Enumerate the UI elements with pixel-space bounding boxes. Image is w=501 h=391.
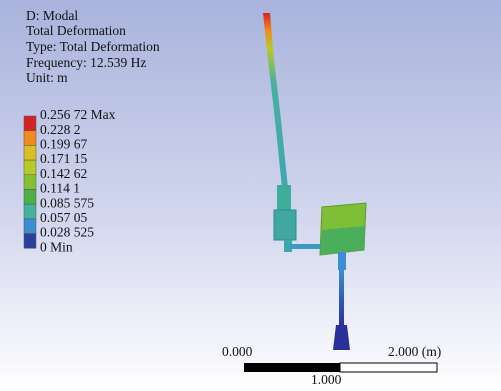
legend-label: 0.028 525 [40, 225, 94, 240]
legend-swatch [24, 160, 36, 175]
scale-label: 1.000 [311, 372, 342, 387]
legend-label: 0.085 575 [40, 195, 94, 210]
legend-swatch [24, 145, 36, 160]
legend-label: 0.114 1 [40, 181, 80, 196]
legend-swatch [24, 116, 36, 131]
header-line: Frequency: 12.539 Hz [26, 55, 146, 70]
legend-label: 0.228 2 [40, 122, 81, 137]
header-line: D: Modal [26, 8, 78, 23]
legend-swatch [24, 131, 36, 146]
legend-label: 0.142 62 [40, 166, 87, 181]
legend-swatch [24, 190, 36, 205]
legend-label: 0.171 15 [40, 151, 88, 166]
legend-swatch [24, 219, 36, 234]
legend-label: 0.057 05 [40, 210, 88, 225]
legend-swatch [24, 204, 36, 219]
scene: D: Modal Total Deformation Type: Total D… [0, 0, 501, 391]
header-line: Type: Total Deformation [26, 39, 160, 54]
viewport: D: Modal Total Deformation Type: Total D… [0, 0, 501, 391]
legend-label: 0.199 67 [40, 136, 88, 151]
header-line: Unit: m [26, 70, 68, 85]
legend-label: 0.256 72 Max [40, 107, 116, 122]
legend-swatch [24, 234, 36, 249]
scale-label: 0.000 [222, 344, 253, 359]
scale-label: 2.000 (m) [388, 344, 441, 359]
legend-label: 0 Min [40, 239, 73, 254]
header-line: Total Deformation [26, 23, 126, 38]
legend-swatch [24, 175, 36, 190]
